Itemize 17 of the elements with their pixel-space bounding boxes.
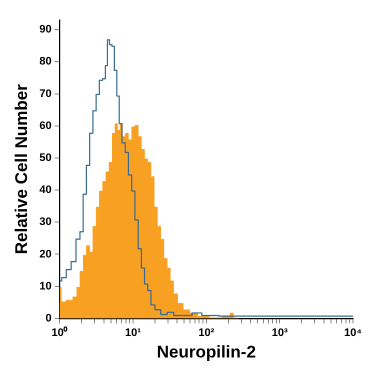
x-tick-label: 10² bbox=[198, 327, 215, 340]
x-tick-label: 10³ bbox=[272, 327, 288, 340]
y-tick-label: 40 bbox=[39, 184, 52, 196]
y-tick-label: 30 bbox=[39, 216, 52, 228]
x-tick-label: 10⁴ bbox=[344, 327, 362, 340]
y-tick-label: 10 bbox=[39, 280, 52, 292]
y-axis-title: Relative Cell Number bbox=[12, 84, 31, 254]
y-tick-label: 80 bbox=[39, 56, 52, 68]
y-tick-label: 60 bbox=[39, 120, 52, 132]
y-tick-label: 0 bbox=[46, 312, 52, 324]
y-tick-label: 50 bbox=[39, 152, 52, 164]
y-tick-label: 70 bbox=[39, 88, 52, 100]
x-axis-title: Neuropilin-2 bbox=[156, 342, 256, 362]
x-tick-label: 10⁰ bbox=[52, 326, 68, 340]
x-tick-label: 10¹ bbox=[125, 327, 142, 340]
y-tick-label: 90 bbox=[39, 24, 52, 36]
y-tick-label: 20 bbox=[39, 248, 52, 260]
